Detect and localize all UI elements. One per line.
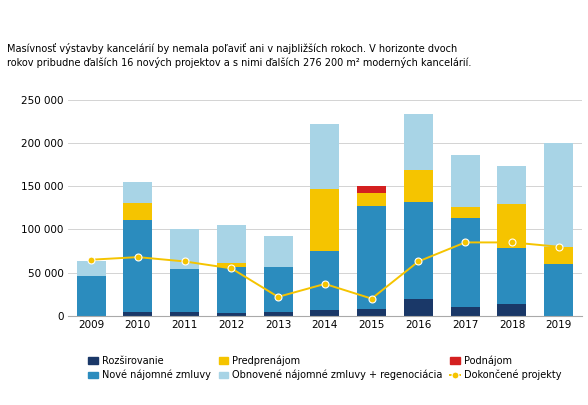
Bar bbox=[357, 193, 386, 206]
Bar bbox=[404, 299, 433, 316]
Bar bbox=[170, 312, 199, 316]
Bar bbox=[217, 263, 246, 266]
Bar bbox=[544, 264, 573, 316]
Bar bbox=[450, 207, 480, 218]
Bar bbox=[263, 267, 293, 312]
Bar bbox=[217, 225, 246, 263]
Bar bbox=[310, 189, 339, 251]
Bar bbox=[76, 276, 105, 316]
Bar bbox=[357, 186, 386, 193]
Bar bbox=[497, 247, 526, 304]
Bar bbox=[170, 269, 199, 312]
Bar bbox=[310, 310, 339, 316]
Bar bbox=[450, 307, 480, 316]
Bar bbox=[263, 237, 293, 267]
Bar bbox=[76, 262, 105, 276]
Bar bbox=[450, 218, 480, 307]
Bar bbox=[310, 251, 339, 310]
Bar bbox=[170, 230, 199, 269]
Bar bbox=[123, 220, 152, 312]
Bar bbox=[497, 166, 526, 205]
Legend: Rozširovanie, Nové nájomné zmluvy, Predprenájom, Obnovené nájomné zmluvy + regen: Rozširovanie, Nové nájomné zmluvy, Predp… bbox=[88, 356, 562, 380]
Bar bbox=[357, 206, 386, 309]
Bar bbox=[263, 312, 293, 316]
Text: Masívnosť výstavby kancelárií by nemala poľaviť ani v najbližších rokoch. V hori: Masívnosť výstavby kancelárií by nemala … bbox=[7, 43, 472, 68]
Bar bbox=[497, 205, 526, 247]
Bar bbox=[123, 312, 152, 316]
Bar bbox=[497, 304, 526, 316]
Bar bbox=[217, 313, 246, 316]
Bar bbox=[310, 124, 339, 189]
Bar bbox=[217, 266, 246, 313]
Bar bbox=[123, 202, 152, 220]
Bar bbox=[404, 114, 433, 170]
Bar bbox=[544, 143, 573, 247]
Text: Objem transakcií/nové projekty na trhu (m²) v Bratislave: Objem transakcií/nové projekty na trhu (… bbox=[7, 15, 383, 28]
Bar bbox=[357, 309, 386, 316]
Bar bbox=[450, 155, 480, 207]
Bar bbox=[544, 247, 573, 264]
Bar bbox=[123, 182, 152, 202]
Bar bbox=[404, 170, 433, 202]
Bar bbox=[404, 202, 433, 299]
